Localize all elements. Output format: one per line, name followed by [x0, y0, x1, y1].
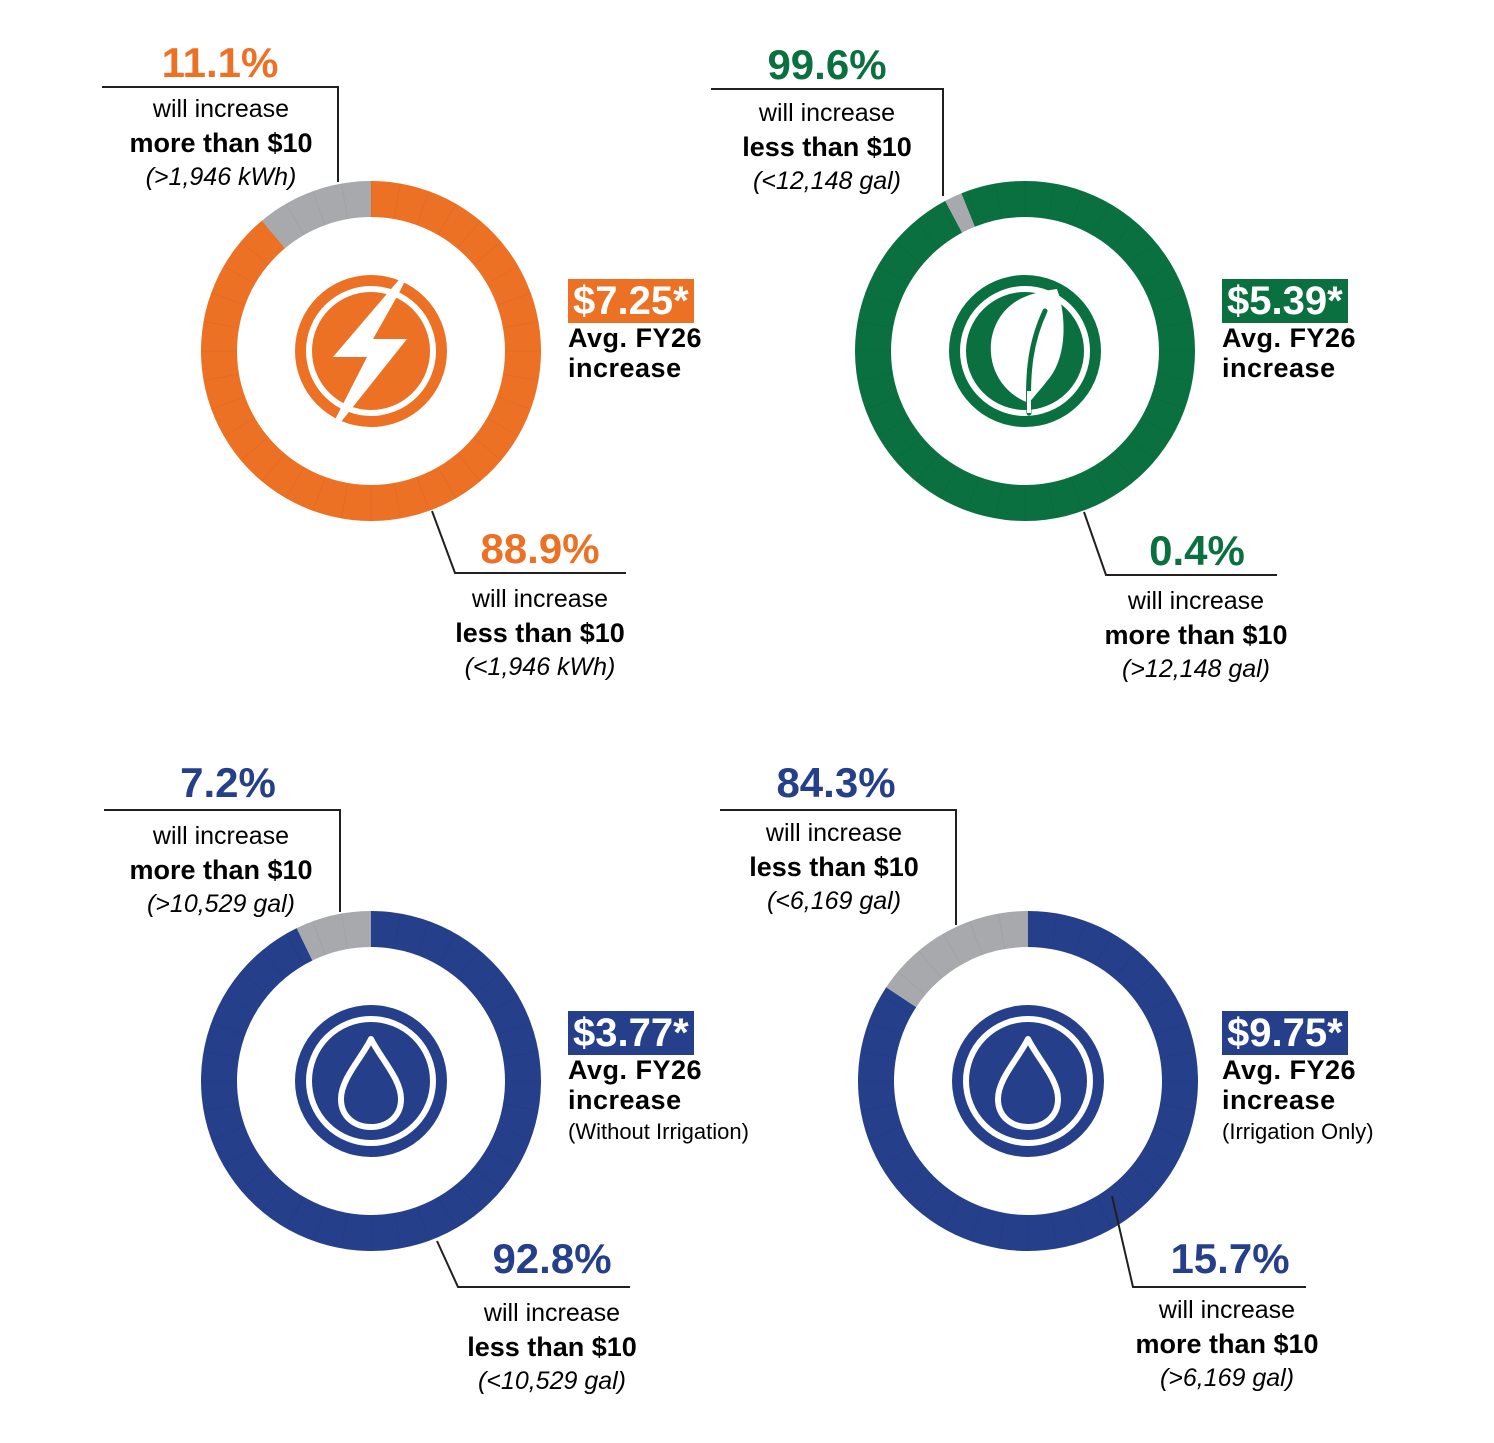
average-amount-badge: $7.25* [568, 279, 694, 323]
leader-line [436, 1240, 630, 1288]
description-line1: will increase [483, 1299, 621, 1327]
description-line2: less than $10 [455, 618, 625, 648]
average-label: increase [568, 1085, 682, 1115]
leader-line [104, 809, 341, 912]
description-line3: (<1,946 kWh) [464, 653, 616, 681]
description-line2: more than $10 [129, 855, 313, 885]
average-label: increase [568, 353, 682, 383]
average-label: increase [1222, 1085, 1336, 1115]
slice-description: will increase less than $10 (<12,148 gal) [677, 96, 977, 198]
description-line3: (>6,169 gal) [1159, 1364, 1295, 1392]
slice-2-main-a [961, 181, 1025, 227]
slice-percent-label: 11.1% [161, 39, 279, 86]
average-increase-callout: $9.75* Avg. FY26 increase (Irrigation Only) [1222, 1011, 1374, 1147]
average-amount-badge: $5.39* [1222, 279, 1348, 323]
description-line3: (<10,529 gal) [477, 1367, 627, 1395]
slice-description: will increase more than $10 (>10,529 gal) [71, 819, 371, 921]
water-drop-icon [952, 1005, 1104, 1157]
description-line2: less than $10 [467, 1332, 637, 1362]
average-label: increase [1222, 353, 1336, 383]
average-increase-callout: $5.39* Avg. FY26 increase [1222, 279, 1356, 383]
description-line2: more than $10 [1104, 620, 1288, 650]
description-line3: (>12,148 gal) [1121, 655, 1271, 683]
average-amount-badge: $3.77* [568, 1011, 694, 1055]
average-label: Avg. FY26 [1222, 1055, 1357, 1085]
leader-line [1083, 511, 1277, 576]
slice-percent-label: 88.9% [480, 525, 600, 572]
description-line1: will increase [758, 99, 896, 127]
average-amount-badge: $9.75* [1222, 1011, 1348, 1055]
description-line3: (>10,529 gal) [146, 890, 296, 918]
slice-description: will increase more than $10 (>6,169 gal) [1077, 1293, 1377, 1395]
slice-1-gray [261, 181, 371, 249]
water-drop-icon [295, 1005, 447, 1157]
description-line1: will increase [765, 819, 903, 847]
description-line1: will increase [152, 822, 290, 850]
slice-4-gray [886, 911, 1028, 1008]
leader-line [1111, 1195, 1306, 1288]
slice-percent-label: 99.6% [767, 41, 887, 88]
description-line2: more than $10 [1135, 1329, 1319, 1359]
slice-percent-label: 84.3% [776, 759, 896, 806]
average-label: Avg. FY26 [568, 323, 703, 353]
average-note: (Without Irrigation) [568, 1119, 749, 1144]
description-line2: more than $10 [129, 128, 313, 158]
average-label: Avg. FY26 [1222, 323, 1357, 353]
slice-description: will increase more than $10 (>1,946 kWh) [71, 92, 371, 194]
donut-chart-1 [200, 181, 541, 521]
average-increase-callout: $7.25* Avg. FY26 increase [568, 279, 702, 383]
slice-3-gray [296, 911, 371, 961]
slice-percent-label: 92.8% [492, 1235, 612, 1282]
leaf-icon [949, 275, 1101, 427]
donut-chart-2 [854, 181, 1195, 521]
description-line3: (<6,169 gal) [766, 887, 902, 915]
average-label: Avg. FY26 [568, 1055, 703, 1085]
average-note: (Irrigation Only) [1222, 1119, 1374, 1144]
slice-percent-label: 0.4% [1149, 527, 1245, 574]
slice-2-gray [945, 193, 975, 233]
leader-line [431, 510, 626, 574]
lightning-bolt-icon [295, 261, 447, 447]
description-line1: will increase [1127, 587, 1265, 615]
average-increase-callout: $3.77* Avg. FY26 increase (Without Irrigati… [568, 1011, 749, 1147]
leader-line [102, 86, 339, 182]
slice-description: will increase less than $10 (<6,169 gal) [684, 816, 984, 918]
donut-chart-3 [201, 911, 542, 1251]
leader-line [720, 809, 957, 925]
slice-percent-label: 15.7% [1170, 1235, 1290, 1282]
description-line2: less than $10 [742, 132, 912, 162]
description-line3: (>1,946 kWh) [145, 163, 297, 191]
slice-description: will increase more than $10 (>12,148 gal) [1046, 584, 1346, 686]
slice-percent-label: 7.2% [180, 759, 276, 806]
description-line2: less than $10 [749, 852, 919, 882]
slice-description: will increase less than $10 (<10,529 gal) [402, 1296, 702, 1398]
description-line3: (<12,148 gal) [752, 167, 902, 195]
description-line1: will increase [1158, 1296, 1296, 1324]
leader-line [711, 88, 944, 196]
description-line1: will increase [471, 585, 609, 613]
description-line1: will increase [152, 95, 290, 123]
donut-chart-4 [857, 911, 1198, 1252]
slice-description: will increase less than $10 (<1,946 kWh) [390, 582, 690, 684]
